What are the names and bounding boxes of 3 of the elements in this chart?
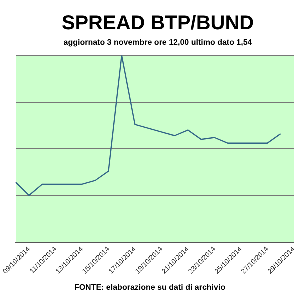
chart-title: SPREAD BTP/BUND xyxy=(62,12,254,35)
source-note: FONTE: elaborazione su dati di archivio xyxy=(74,283,226,292)
chart-subtitle: aggiornato 3 novembre ore 12,00 ultimo dato 1,54 xyxy=(64,38,253,48)
